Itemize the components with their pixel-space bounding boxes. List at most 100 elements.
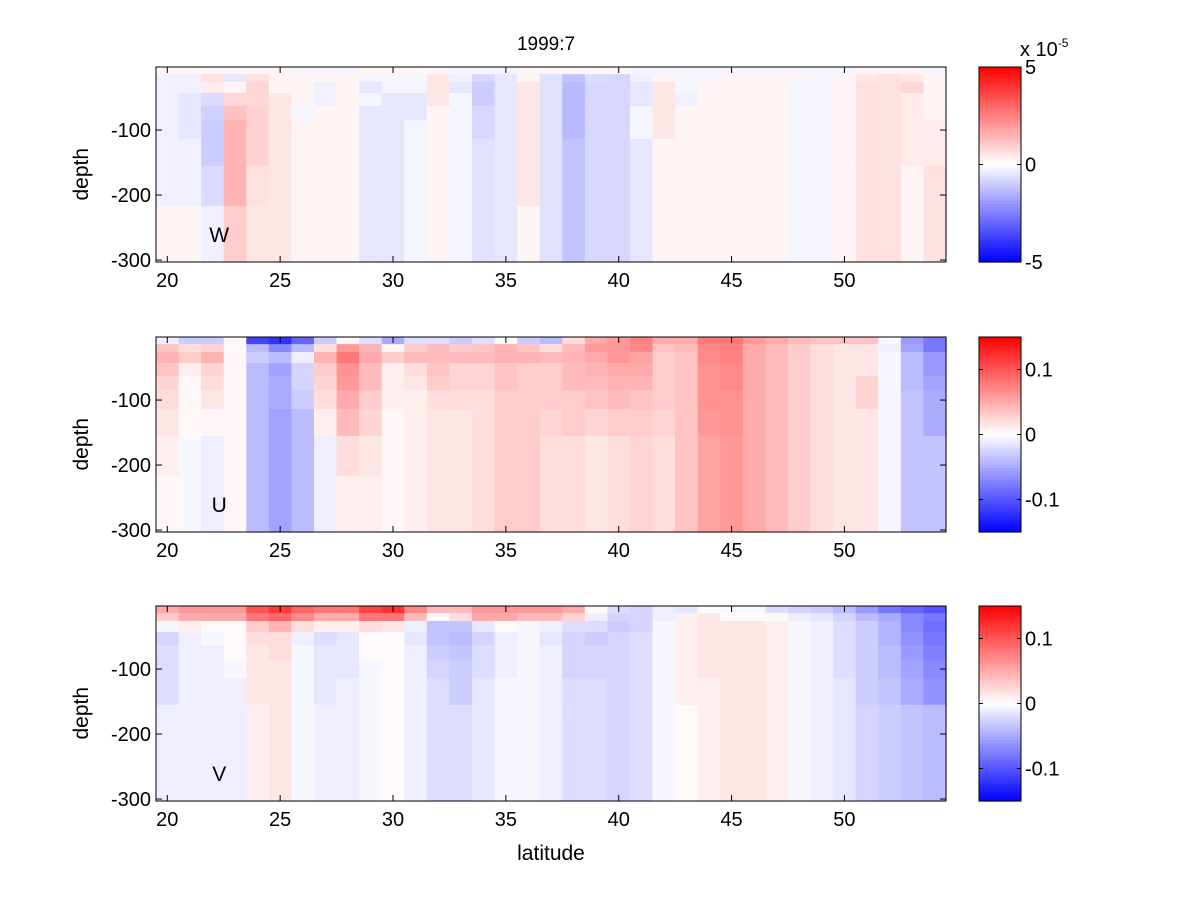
heatmap-cell — [359, 206, 383, 263]
x-tick-label: 25 — [269, 809, 291, 831]
heatmap-cell — [314, 93, 338, 107]
colorbar-segment — [979, 528, 1021, 533]
colorbar-segment — [979, 115, 1021, 120]
colorbar-segment — [979, 688, 1021, 692]
heatmap-cell — [720, 645, 744, 660]
colorbar-segment — [979, 673, 1021, 677]
heatmap-cell — [584, 704, 609, 746]
colorbar-segment — [979, 146, 1021, 150]
heatmap-cell — [607, 620, 631, 633]
colorbar-segment — [979, 712, 1021, 717]
heatmap-cell — [314, 435, 338, 477]
heatmap-cell — [675, 351, 699, 364]
colorbar-segment — [979, 234, 1021, 239]
heatmap-cell — [765, 120, 789, 140]
heatmap-cell — [855, 363, 879, 377]
x-tick-label: 20 — [156, 809, 178, 831]
heatmap-cell — [359, 351, 383, 364]
heatmap-cell — [675, 645, 699, 660]
heatmap-cell — [291, 165, 315, 207]
heatmap-cell — [336, 344, 360, 353]
heatmap-cell — [178, 435, 202, 477]
heatmap-cell — [562, 390, 586, 410]
heatmap-cell — [584, 745, 609, 802]
heatmap-cell — [268, 74, 293, 83]
heatmap-cell — [562, 344, 586, 353]
heatmap-cell — [900, 344, 925, 353]
heatmap-cell — [223, 613, 247, 622]
heatmap-cell — [246, 476, 270, 533]
heatmap-cell — [607, 74, 631, 83]
heatmap-cell — [449, 376, 473, 391]
heatmap-cell — [381, 704, 405, 746]
colorbar-segment — [979, 718, 1021, 723]
colorbar-segment — [979, 703, 1021, 708]
heatmap-cell — [268, 344, 293, 353]
heatmap-cell — [878, 390, 902, 410]
heatmap-cell — [336, 106, 360, 121]
heatmap-cell — [381, 620, 405, 633]
heatmap-cell — [268, 351, 293, 364]
colorbar-segment — [979, 391, 1021, 396]
colorbar-segment — [979, 495, 1021, 500]
y-tick-label: -300 — [111, 520, 151, 542]
colorbar-segment — [979, 513, 1021, 518]
heatmap-cell — [562, 120, 586, 140]
heatmap-cell — [697, 476, 721, 533]
heatmap-cell — [652, 476, 676, 533]
heatmap-cell — [381, 645, 405, 660]
colorbar-segment — [979, 525, 1021, 530]
colorbar-segment — [979, 73, 1021, 77]
y-tick-label: -100 — [111, 120, 151, 142]
heatmap-cell — [539, 93, 563, 107]
heatmap-cell — [607, 165, 631, 207]
heatmap-cell — [381, 106, 405, 121]
colorbar-segment — [979, 764, 1021, 769]
heatmap-cell — [223, 376, 247, 391]
heatmap-cell — [675, 704, 699, 746]
colorbar-segment — [979, 346, 1021, 350]
heatmap-cell — [156, 81, 180, 94]
heatmap-cell — [517, 409, 541, 437]
colorbar-segment — [979, 258, 1021, 263]
heatmap-cell — [607, 363, 631, 377]
heatmap-cell — [336, 206, 360, 263]
heatmap-cell — [742, 106, 767, 121]
heatmap-cell — [923, 337, 947, 345]
heatmap-cell — [810, 632, 834, 646]
heatmap-cell — [223, 351, 247, 364]
heatmap-cell — [675, 206, 699, 263]
heatmap-cell — [833, 745, 857, 802]
heatmap-cell — [517, 678, 541, 706]
heatmap-cell — [291, 344, 315, 353]
heatmap-cell — [291, 206, 315, 263]
colorbar-segment — [979, 477, 1021, 481]
heatmap-cell — [562, 476, 586, 533]
heatmap-cell — [788, 206, 812, 263]
heatmap-cell — [472, 620, 496, 633]
heatmap-cell — [878, 139, 902, 167]
x-tick-label: 50 — [833, 809, 855, 831]
heatmap-cell — [336, 620, 360, 633]
heatmap-cell — [652, 659, 676, 679]
heatmap-cell — [810, 435, 834, 477]
y-tick-label: -300 — [111, 789, 151, 811]
heatmap-cell — [562, 206, 586, 263]
heatmap-cell — [359, 337, 383, 345]
heatmap-cell — [900, 476, 925, 533]
colorbar-segment — [979, 443, 1021, 448]
colorbar-segment — [979, 434, 1021, 439]
heatmap-cell — [630, 165, 654, 207]
heatmap-cell — [472, 476, 496, 533]
heatmap-cell — [246, 390, 270, 410]
heatmap-cell — [833, 620, 857, 633]
heatmap-cell — [246, 745, 270, 802]
heatmap-cell — [201, 613, 225, 622]
heatmap-cell — [314, 74, 338, 83]
colorbar-segment — [979, 112, 1021, 117]
heatmap-cell — [291, 139, 315, 167]
colorbar-segment — [979, 431, 1021, 436]
colorbar-segment — [979, 158, 1021, 163]
heatmap-cell — [562, 363, 586, 377]
colorbar-segment — [979, 91, 1021, 96]
